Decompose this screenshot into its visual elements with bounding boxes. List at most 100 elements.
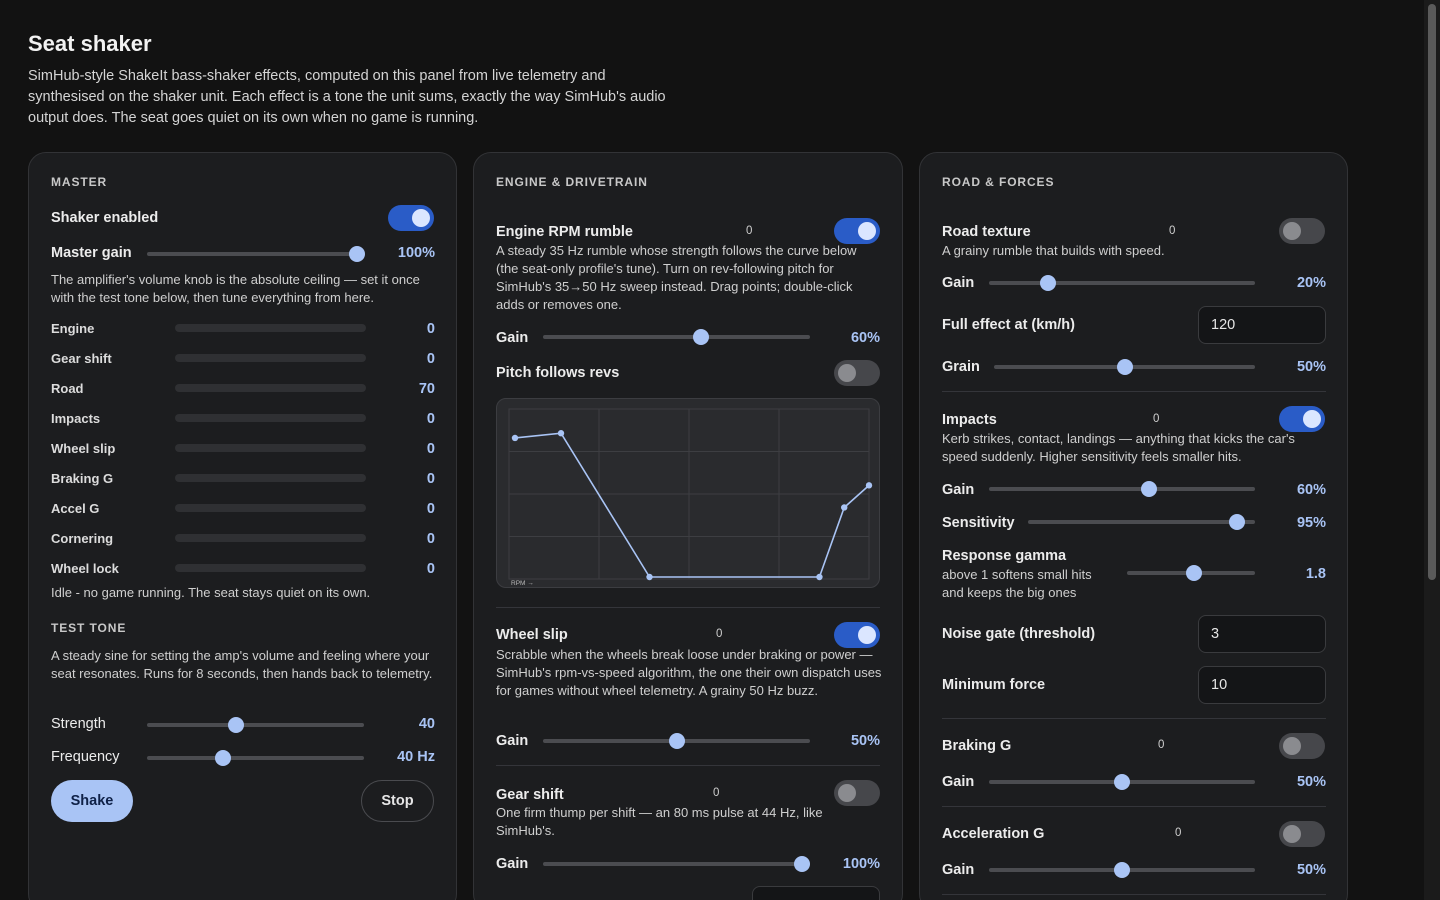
scrollbar-thumb[interactable]	[1428, 4, 1436, 580]
full-effect-label: Full effect at (km/h)	[942, 317, 1075, 333]
wheel-slip-toggle[interactable]	[834, 622, 880, 648]
sensitivity-value: 95%	[1296, 515, 1326, 531]
curve-point[interactable]	[816, 573, 823, 581]
full-effect-input[interactable]	[1198, 306, 1326, 344]
gear-shift-title: Gear shift	[496, 787, 564, 803]
braking-gain-slider[interactable]	[989, 774, 1255, 790]
gear-shift-gain-thumb[interactable]	[793, 856, 810, 872]
meter-bar	[175, 324, 366, 332]
wheel-slip-gain-thumb[interactable]	[668, 733, 685, 749]
divider	[942, 806, 1326, 807]
frequency-thumb[interactable]	[214, 750, 231, 766]
master-gain-thumb[interactable]	[349, 246, 365, 262]
gamma-slider[interactable]	[1127, 565, 1255, 581]
engine-card: ENGINE & DRIVETRAIN Engine RPM rumble 0 …	[473, 152, 903, 900]
shaker-enabled-toggle[interactable]	[388, 205, 434, 231]
impacts-gain-value: 60%	[1296, 482, 1326, 498]
strength-slider[interactable]	[147, 717, 364, 733]
page-scrollbar[interactable]	[1424, 0, 1440, 900]
curve-point[interactable]	[557, 430, 565, 437]
stop-button[interactable]: Stop	[361, 780, 434, 822]
master-gain-value: 100%	[397, 245, 435, 261]
divider	[942, 718, 1326, 719]
master-heading: MASTER	[51, 175, 108, 189]
braking-gain-thumb[interactable]	[1114, 774, 1130, 790]
curve-point[interactable]	[865, 482, 873, 489]
noise-gate-label: Noise gate (threshold)	[942, 626, 1096, 642]
meter-bar	[175, 414, 366, 422]
grain-slider[interactable]	[994, 359, 1255, 375]
rpm-description: A steady 35 Hz rumble whose strength fol…	[496, 243, 857, 312]
rpm-gain-slider[interactable]	[543, 329, 810, 345]
sensitivity-thumb[interactable]	[1228, 514, 1245, 530]
impacts-title: Impacts	[942, 412, 997, 428]
rpm-curve-editor[interactable]: RPM →	[496, 398, 880, 588]
meter-value: 70	[418, 381, 435, 397]
rpm-gain-thumb[interactable]	[692, 329, 709, 345]
grain-thumb[interactable]	[1116, 359, 1133, 375]
divider	[942, 894, 1326, 895]
gamma-thumb[interactable]	[1185, 565, 1202, 581]
gear-shift-field[interactable]	[752, 886, 880, 900]
road-gain-value: 20%	[1296, 275, 1326, 291]
meter-bar	[175, 564, 366, 572]
noise-gate-input[interactable]	[1198, 615, 1326, 653]
accel-toggle[interactable]	[1279, 821, 1325, 847]
strength-thumb[interactable]	[227, 717, 244, 733]
shaker-enabled-label: Shaker enabled	[51, 210, 159, 226]
meter-label: Engine	[51, 321, 95, 336]
sensitivity-label: Sensitivity	[942, 515, 1015, 531]
rpm-axis-label: RPM →	[511, 580, 534, 587]
braking-toggle[interactable]	[1279, 733, 1325, 759]
master-gain-label: Master gain	[51, 245, 132, 261]
rpm-curve-chart[interactable]: RPM →	[497, 399, 880, 588]
road-gain-thumb[interactable]	[1039, 275, 1056, 291]
pitch-toggle[interactable]	[834, 360, 880, 386]
wheel-slip-gain-label: Gain	[496, 733, 529, 749]
rpm-curve-line	[514, 432, 870, 578]
wheel-slip-gain-slider[interactable]	[543, 733, 810, 749]
curve-point[interactable]	[646, 573, 653, 581]
divider	[496, 765, 880, 766]
impacts-gain-label: Gain	[942, 482, 975, 498]
meter-value: 0	[426, 321, 435, 337]
wheel-slip-title: Wheel slip	[496, 627, 568, 643]
wheel-slip-gain-value: 50%	[850, 733, 880, 749]
impacts-gain-thumb[interactable]	[1140, 481, 1157, 497]
meter-value: 0	[426, 531, 435, 547]
meter-label: Wheel slip	[51, 441, 116, 456]
impacts-toggle[interactable]	[1279, 406, 1325, 432]
impacts-count: 0	[1153, 413, 1160, 425]
road-texture-description: A grainy rumble that builds with speed.	[942, 243, 1165, 258]
gear-shift-gain-value: 100%	[842, 856, 880, 872]
frequency-slider[interactable]	[147, 750, 364, 766]
curve-point[interactable]	[841, 504, 848, 511]
accel-count: 0	[1175, 827, 1182, 839]
minimum-force-label: Minimum force	[942, 677, 1046, 693]
shake-button[interactable]: Shake	[51, 780, 133, 822]
strength-value: 40	[418, 716, 435, 732]
accel-gain-slider[interactable]	[989, 862, 1255, 878]
master-card: MASTER Shaker enabled Master gain 100% T…	[28, 152, 457, 900]
engine-heading: ENGINE & DRIVETRAIN	[496, 175, 648, 189]
curve-point[interactable]	[511, 434, 519, 442]
meter-value: 0	[426, 441, 435, 457]
rpm-toggle[interactable]	[834, 218, 880, 244]
impacts-gain-slider[interactable]	[989, 481, 1255, 497]
accel-gain-thumb[interactable]	[1114, 862, 1130, 878]
road-texture-toggle[interactable]	[1279, 218, 1325, 244]
road-gain-slider[interactable]	[989, 275, 1255, 291]
minimum-force-input[interactable]	[1198, 666, 1326, 704]
gamma-note: above 1 softens small hits and keeps the…	[942, 567, 1092, 600]
test-tone-description: A steady sine for setting the amp's volu…	[51, 648, 433, 681]
braking-count: 0	[1158, 739, 1165, 751]
meter-label: Wheel lock	[51, 561, 119, 576]
gear-shift-gain-slider[interactable]	[543, 856, 810, 872]
meter-bar	[175, 354, 366, 362]
meter-value: 0	[426, 561, 435, 577]
test-tone-heading: TEST TONE	[51, 621, 127, 635]
sensitivity-slider[interactable]	[1028, 514, 1255, 530]
gear-shift-toggle[interactable]	[834, 780, 880, 806]
master-status: Idle - no game running. The seat stays q…	[51, 585, 371, 600]
master-gain-slider[interactable]	[147, 246, 365, 262]
